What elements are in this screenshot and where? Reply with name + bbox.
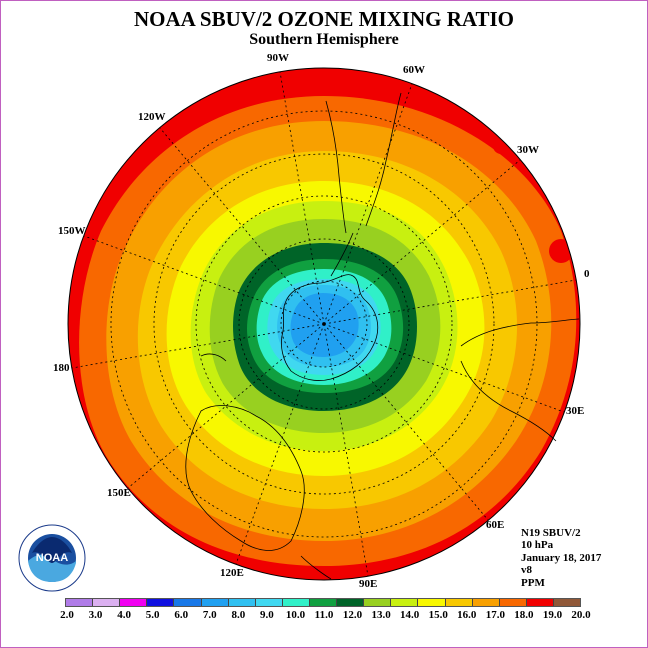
- colorbar-swatch: [147, 599, 175, 606]
- lon-label-60e: 60E: [486, 519, 505, 531]
- lon-label-60w: 60W: [403, 64, 425, 76]
- info-date: January 18, 2017: [521, 551, 602, 564]
- coastlines: [185, 92, 580, 580]
- colorbar-tick-label: 19.0: [542, 609, 563, 621]
- lon-label-120e: 120E: [220, 567, 244, 579]
- lat-circle-80: [280, 280, 368, 368]
- colorbar-swatch: [418, 599, 446, 606]
- new-guinea-coast: [300, 555, 332, 580]
- new-zealand-coast: [200, 353, 227, 362]
- colorbar-swatch: [499, 599, 527, 606]
- info-block: N19 SBUV/2 10 hPa January 18, 2017 v8 PP…: [521, 527, 601, 589]
- lon-label-90e: 90E: [359, 578, 378, 590]
- lat-circle-40: [110, 110, 538, 538]
- colorbar-swatch: [255, 599, 283, 606]
- colorbar-tick-label: 5.0: [145, 609, 160, 621]
- lon-label-150w: 150W: [58, 225, 86, 237]
- colorbar-tick-label: 15.0: [428, 609, 448, 621]
- lon-label-150e: 150E: [107, 487, 131, 499]
- lon-label-30w: 30W: [517, 144, 539, 156]
- colorbar-swatch: [364, 599, 392, 606]
- colorbar-tick-label: 11.0: [314, 609, 334, 621]
- colorbar-tick-label: 20.0: [571, 609, 591, 621]
- colorbar-swatch: [445, 599, 473, 606]
- colorbar-swatch: [66, 599, 94, 606]
- lat-circle-60: [195, 195, 453, 453]
- colorbar-swatch: [309, 599, 338, 606]
- map-boundary: [67, 67, 581, 581]
- info-pressure: 10 hPa: [521, 539, 554, 552]
- colorbar-tick-label: 12.0: [342, 609, 363, 621]
- colorbar-swatch: [174, 599, 202, 606]
- colorbar-swatch: [120, 599, 148, 606]
- lat-circle-50: [153, 153, 495, 495]
- africa-coast: [460, 318, 580, 347]
- colorbar-tick-label: 8.0: [231, 609, 246, 621]
- lon-label-0: 0: [584, 268, 590, 280]
- map-subtitle: Southern Hemisphere: [249, 31, 399, 48]
- colorbar-swatch: [526, 599, 554, 606]
- colorbar-swatch: [553, 599, 581, 606]
- south-america-coast: [325, 100, 347, 234]
- colorbar-tick-label: 16.0: [457, 609, 477, 621]
- colorbar-tick-label: 10.0: [285, 609, 306, 621]
- band-patch-north: [493, 138, 509, 154]
- noaa-logo: NOAA: [17, 523, 87, 593]
- colorbar-tick-label: 3.0: [88, 609, 103, 621]
- colorbar-swatch: [201, 599, 229, 606]
- colorbar-tick-label: 13.0: [371, 609, 391, 621]
- colorbar-tick-label: 18.0: [514, 609, 534, 621]
- lon-label-180: 180: [53, 362, 70, 374]
- antarctic-peninsula: [330, 232, 354, 277]
- south-america-coast-east: [365, 92, 402, 227]
- info-version: v8: [521, 564, 532, 577]
- info-instrument: N19 SBUV/2: [521, 527, 581, 539]
- africa-coast-south: [460, 360, 557, 442]
- noaa-logo-text: NOAA: [36, 552, 68, 564]
- colorbar-tick-label: 9.0: [260, 609, 274, 621]
- graticule: [71, 71, 577, 577]
- lon-label-90w: 90W: [267, 52, 289, 64]
- colorbar-tick-label: 4.0: [117, 609, 131, 621]
- australia-coast: [185, 405, 305, 551]
- lon-label-30e: 30E: [566, 405, 585, 417]
- antarctica-coast: [281, 274, 379, 381]
- colorbar-swatch: [337, 599, 365, 606]
- colorbar-tick-label: 14.0: [400, 609, 420, 621]
- colorbar-tick-label: 2.0: [60, 609, 74, 621]
- colorbar-tick-label: 17.0: [485, 609, 505, 621]
- colorbar-swatch: [472, 599, 500, 606]
- colorbar-tick-label: 6.0: [174, 609, 189, 621]
- colorbar-swatch: [282, 599, 310, 606]
- colorbar-swatch: [228, 599, 256, 606]
- info-units: PPM: [521, 576, 545, 589]
- lon-label-120w: 120W: [138, 111, 166, 123]
- colorbar-swatch: [93, 599, 121, 606]
- colorbar-ticks: 2.0 3.0 4.0 5.0 6.0 7.0 8.0 9.0 10.0 11.0 12.0 13.0…: [1, 609, 647, 623]
- colorbar: [65, 598, 581, 607]
- colorbar-tick-label: 7.0: [202, 609, 217, 621]
- map-title: NOAA SBUV/2 OZONE MIXING RATIO: [134, 7, 514, 31]
- colorbar-swatch: [391, 599, 419, 606]
- lat-circle-70: [238, 238, 410, 410]
